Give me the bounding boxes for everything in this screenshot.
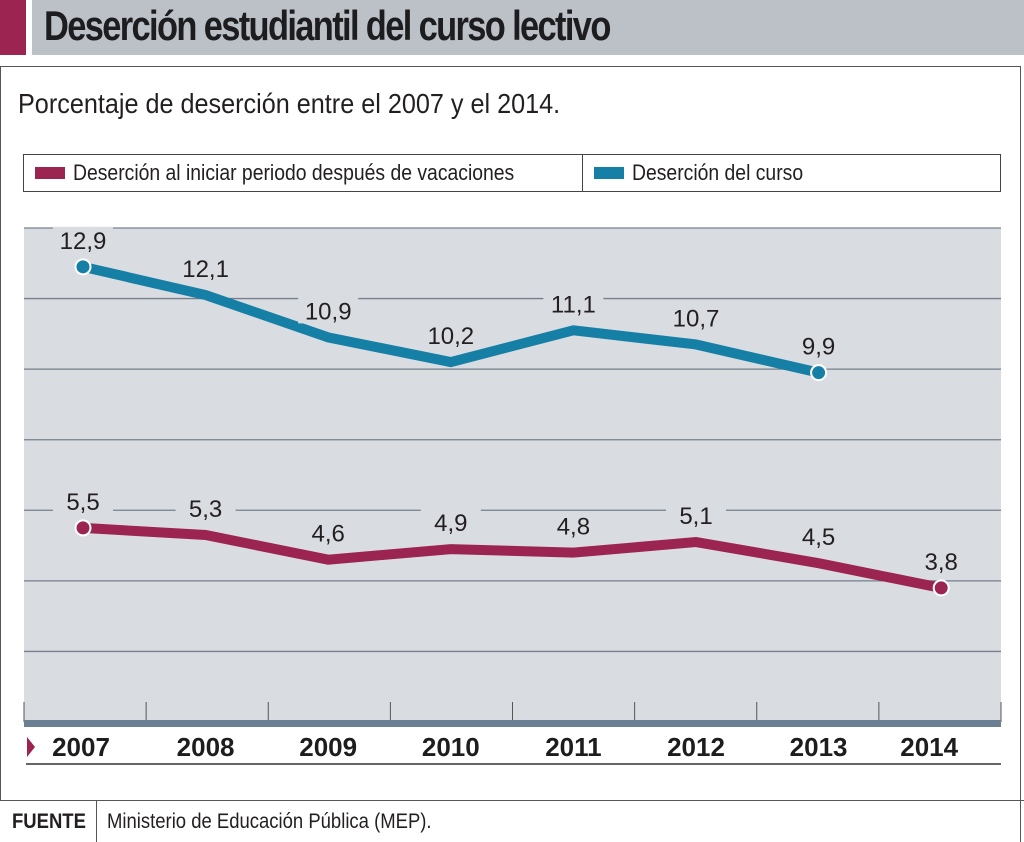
data-label-background xyxy=(543,512,604,539)
data-label: 11,1 xyxy=(551,291,596,318)
data-label-background xyxy=(298,297,359,324)
data-label-background xyxy=(175,255,236,282)
x-tick-label: 2012 xyxy=(667,732,725,762)
source-label: FUENTE xyxy=(12,810,86,833)
title-bar xyxy=(0,0,1024,55)
x-tick-label: 2011 xyxy=(545,732,601,762)
plot-background xyxy=(24,228,1001,722)
data-label: 4,9 xyxy=(434,510,467,537)
endpoint-marker xyxy=(74,519,92,537)
data-label: 5,1 xyxy=(679,503,712,530)
data-label-background xyxy=(788,523,849,550)
data-label-background xyxy=(666,502,726,529)
data-label-background xyxy=(53,226,113,253)
data-label-background xyxy=(175,494,236,521)
legend-label-curso: Deserción del curso xyxy=(632,160,804,185)
data-label: 4,5 xyxy=(802,524,835,551)
legend-label-vacaciones: Deserción al iniciar periodo después de … xyxy=(73,160,515,185)
data-label: 9,9 xyxy=(802,334,835,361)
data-label-background xyxy=(420,322,481,349)
data-label-background xyxy=(911,547,972,574)
x-tick-label: 2013 xyxy=(790,732,848,762)
series-line-vacaciones xyxy=(82,522,943,593)
data-label: 4,6 xyxy=(312,521,345,548)
data-label-background xyxy=(53,487,113,514)
title-accent xyxy=(0,0,26,55)
data-label-background xyxy=(543,290,604,317)
data-label: 5,3 xyxy=(189,496,222,523)
data-label: 10,9 xyxy=(305,298,352,325)
series-line-curso xyxy=(81,261,820,378)
x-axis-bar xyxy=(24,720,1001,727)
x-tick-label: 2014 xyxy=(900,732,958,762)
chart-frame xyxy=(0,66,1021,800)
data-label: 10,2 xyxy=(427,323,474,350)
data-label-background xyxy=(666,304,726,331)
x-tick-label: 2008 xyxy=(177,732,235,762)
legend-item-curso: Deserción del curso xyxy=(583,155,826,191)
data-label: 5,5 xyxy=(66,489,99,516)
footer-vertical-divider xyxy=(96,801,97,842)
axis-arrow-icon xyxy=(27,737,35,757)
x-tick-label: 2010 xyxy=(422,732,480,762)
endpoint-marker xyxy=(932,579,950,597)
data-label-background xyxy=(420,509,481,536)
data-label: 3,8 xyxy=(925,549,958,576)
footer-divider-line xyxy=(0,800,1024,801)
data-label-background xyxy=(788,332,849,359)
data-label: 10,7 xyxy=(673,305,720,332)
chart-subtitle: Porcentaje de deserción entre el 2007 y … xyxy=(18,88,561,119)
chart-title: Deserción estudiantil del curso lectivo xyxy=(44,2,611,49)
legend-item-vacaciones: Deserción al iniciar periodo después de … xyxy=(24,155,583,191)
legend: Deserción al iniciar periodo después de … xyxy=(23,154,1001,192)
data-label: 12,9 xyxy=(60,228,107,255)
x-tick-label: 2009 xyxy=(299,732,357,762)
title-gap xyxy=(26,0,32,55)
x-tick-label: 2007 xyxy=(52,732,110,762)
legend-swatch-curso xyxy=(594,167,624,179)
source-text: Ministerio de Educación Pública (MEP). xyxy=(107,810,432,833)
data-label-background xyxy=(298,519,359,546)
endpoint-marker xyxy=(74,258,92,276)
endpoint-marker xyxy=(810,364,828,382)
footer-right-border xyxy=(1020,801,1021,842)
data-label: 12,1 xyxy=(182,256,229,283)
data-label: 4,8 xyxy=(557,514,590,541)
legend-swatch-vacaciones xyxy=(35,167,65,179)
